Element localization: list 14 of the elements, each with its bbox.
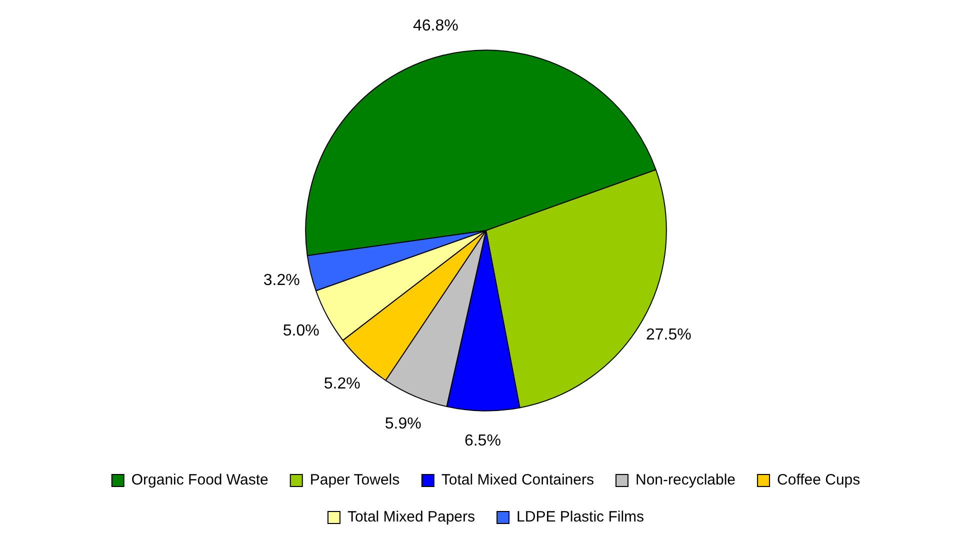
- legend-label: Total Mixed Containers: [441, 472, 594, 489]
- data-label: 46.8%: [412, 18, 458, 35]
- data-label: 27.5%: [646, 326, 692, 344]
- data-label: 5.9%: [384, 415, 422, 432]
- data-label: 5.0%: [282, 322, 320, 340]
- data-label: 3.2%: [263, 272, 300, 289]
- data-label: 5.2%: [324, 375, 360, 392]
- legend-label: Total Mixed Papers: [347, 508, 476, 526]
- legend-label: Organic Food Waste: [131, 472, 268, 489]
- legend-label: Non-recyclable: [635, 472, 736, 489]
- legend-label: Coffee Cups: [777, 472, 860, 489]
- legend-label: LDPE Plastic Films: [516, 508, 644, 526]
- data-label: 6.5%: [464, 432, 501, 450]
- legend-label: Paper Towels: [310, 472, 400, 489]
